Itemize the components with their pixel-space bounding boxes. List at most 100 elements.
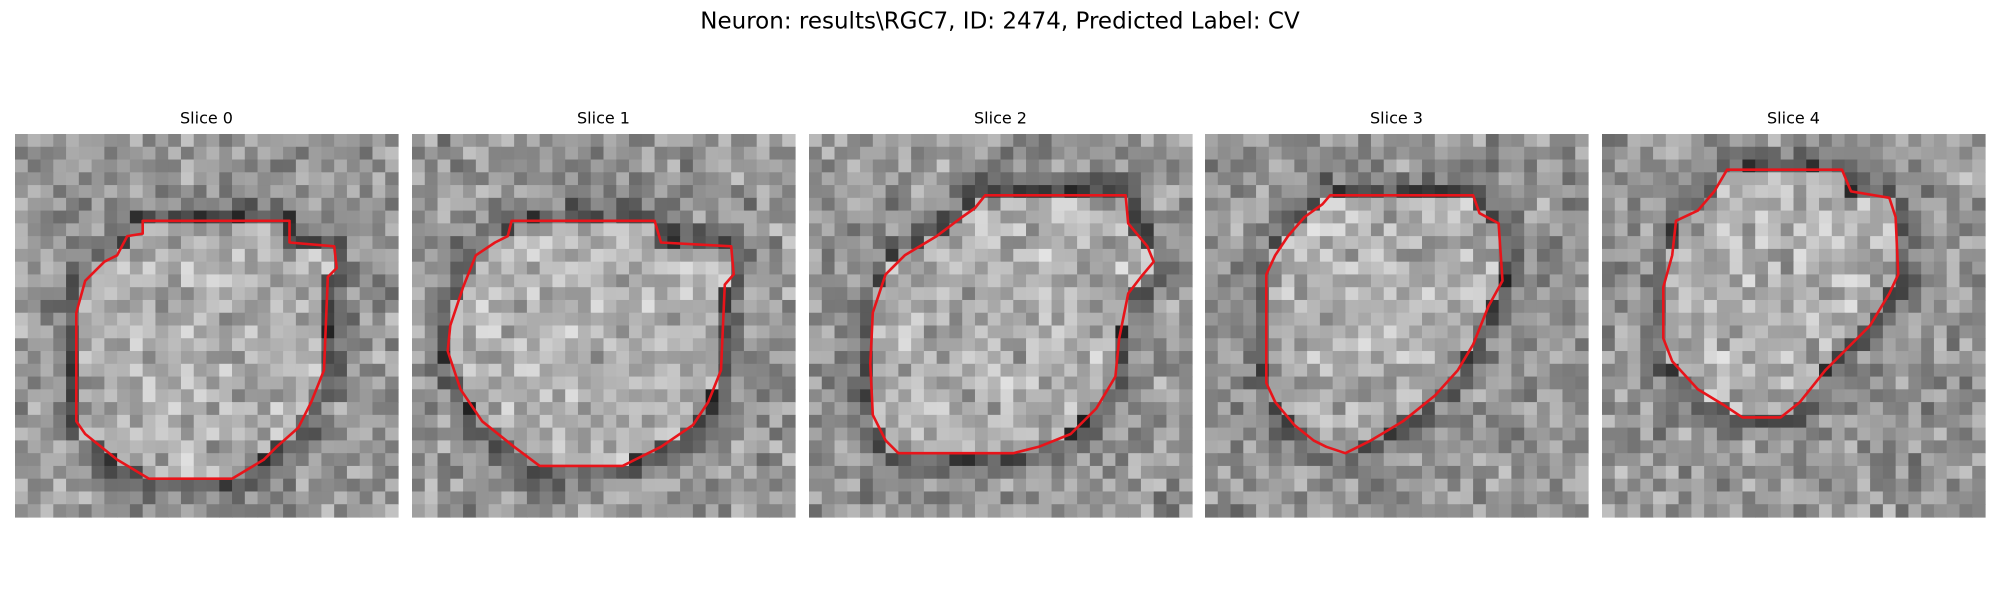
pixel bbox=[731, 504, 745, 518]
pixel bbox=[1064, 363, 1078, 378]
pixel bbox=[53, 414, 67, 429]
pixel bbox=[463, 414, 477, 429]
pixel bbox=[1434, 223, 1449, 237]
pixel bbox=[1217, 351, 1232, 365]
pixel bbox=[219, 504, 233, 518]
pixel bbox=[1256, 185, 1270, 199]
pixel bbox=[1026, 376, 1040, 390]
pixel bbox=[1179, 287, 1193, 301]
pixel bbox=[1345, 504, 1359, 518]
pixel bbox=[1166, 504, 1180, 518]
pixel bbox=[1895, 504, 1909, 518]
pixel bbox=[1166, 134, 1180, 148]
pixel bbox=[987, 338, 1002, 352]
pixel bbox=[206, 453, 220, 467]
pixel bbox=[962, 261, 976, 276]
pixel bbox=[1077, 491, 1091, 505]
pixel bbox=[1166, 210, 1180, 224]
pixel bbox=[809, 134, 823, 148]
pixel bbox=[1153, 453, 1168, 467]
pixel bbox=[743, 478, 758, 493]
pixel bbox=[552, 389, 566, 403]
pixel bbox=[193, 236, 208, 250]
pixel bbox=[1933, 248, 1948, 263]
pixel bbox=[1256, 402, 1270, 416]
pixel bbox=[91, 338, 105, 352]
pixel bbox=[1256, 210, 1270, 224]
pixel bbox=[308, 440, 322, 454]
pixel bbox=[1806, 197, 1820, 212]
pixel bbox=[1345, 312, 1359, 327]
pixel bbox=[577, 491, 592, 505]
pixel bbox=[1806, 325, 1820, 339]
pixel bbox=[1038, 134, 1053, 148]
pixel bbox=[667, 134, 681, 148]
pixel bbox=[1793, 465, 1807, 480]
pixel bbox=[91, 236, 105, 250]
pixel bbox=[962, 491, 976, 505]
pixel bbox=[66, 223, 80, 237]
pixel bbox=[577, 363, 592, 378]
pixel bbox=[424, 414, 439, 429]
pixel bbox=[1908, 236, 1922, 250]
pixel bbox=[244, 236, 259, 250]
pixel bbox=[769, 274, 783, 288]
pixel bbox=[1729, 465, 1744, 480]
pixel bbox=[15, 223, 29, 237]
pixel bbox=[1217, 389, 1232, 403]
pixel bbox=[1128, 146, 1142, 161]
pixel bbox=[1806, 465, 1820, 480]
pixel bbox=[1064, 274, 1078, 288]
pixel bbox=[1230, 402, 1244, 416]
pixel bbox=[15, 440, 29, 454]
pixel bbox=[1933, 414, 1948, 429]
pixel bbox=[809, 465, 823, 480]
pixel bbox=[1549, 134, 1564, 148]
pixel bbox=[756, 414, 771, 429]
pixel bbox=[590, 236, 605, 250]
pixel bbox=[1128, 414, 1142, 429]
pixel bbox=[1434, 146, 1449, 161]
pixel bbox=[834, 134, 848, 148]
pixel bbox=[539, 376, 554, 390]
pixel bbox=[1179, 185, 1193, 199]
pixel bbox=[1729, 363, 1744, 378]
pixel bbox=[40, 504, 54, 518]
pixel bbox=[1485, 453, 1500, 467]
pixel bbox=[104, 134, 118, 148]
pixel bbox=[834, 299, 848, 314]
pixel bbox=[1870, 363, 1884, 378]
pixel bbox=[1000, 248, 1014, 263]
pixel bbox=[1678, 414, 1692, 429]
pixel bbox=[629, 287, 643, 301]
pixel bbox=[27, 172, 42, 186]
pixel bbox=[872, 172, 887, 186]
pixel bbox=[1959, 414, 1973, 429]
pixel bbox=[667, 491, 681, 505]
pixel bbox=[667, 402, 681, 416]
pixel bbox=[1319, 159, 1334, 173]
pixel bbox=[1549, 491, 1564, 505]
pixel bbox=[129, 363, 144, 378]
pixel bbox=[847, 185, 861, 199]
pixel bbox=[1396, 197, 1410, 212]
pixel bbox=[1051, 312, 1065, 327]
pixel bbox=[308, 299, 322, 314]
pixel bbox=[898, 287, 912, 301]
pixel bbox=[1908, 325, 1922, 339]
pixel bbox=[731, 427, 745, 441]
pixel bbox=[1205, 325, 1219, 339]
pixel bbox=[1013, 274, 1027, 288]
pixel bbox=[334, 223, 348, 237]
pixel bbox=[1319, 261, 1334, 276]
pixel bbox=[1933, 210, 1948, 224]
pixel bbox=[1755, 504, 1769, 518]
pixel bbox=[974, 299, 989, 314]
pixel bbox=[1665, 146, 1680, 161]
pixel bbox=[1307, 363, 1321, 378]
pixel bbox=[962, 351, 976, 365]
pixel bbox=[232, 504, 246, 518]
pixel bbox=[987, 325, 1002, 339]
pixel bbox=[1026, 248, 1040, 263]
pixel bbox=[1217, 504, 1232, 518]
